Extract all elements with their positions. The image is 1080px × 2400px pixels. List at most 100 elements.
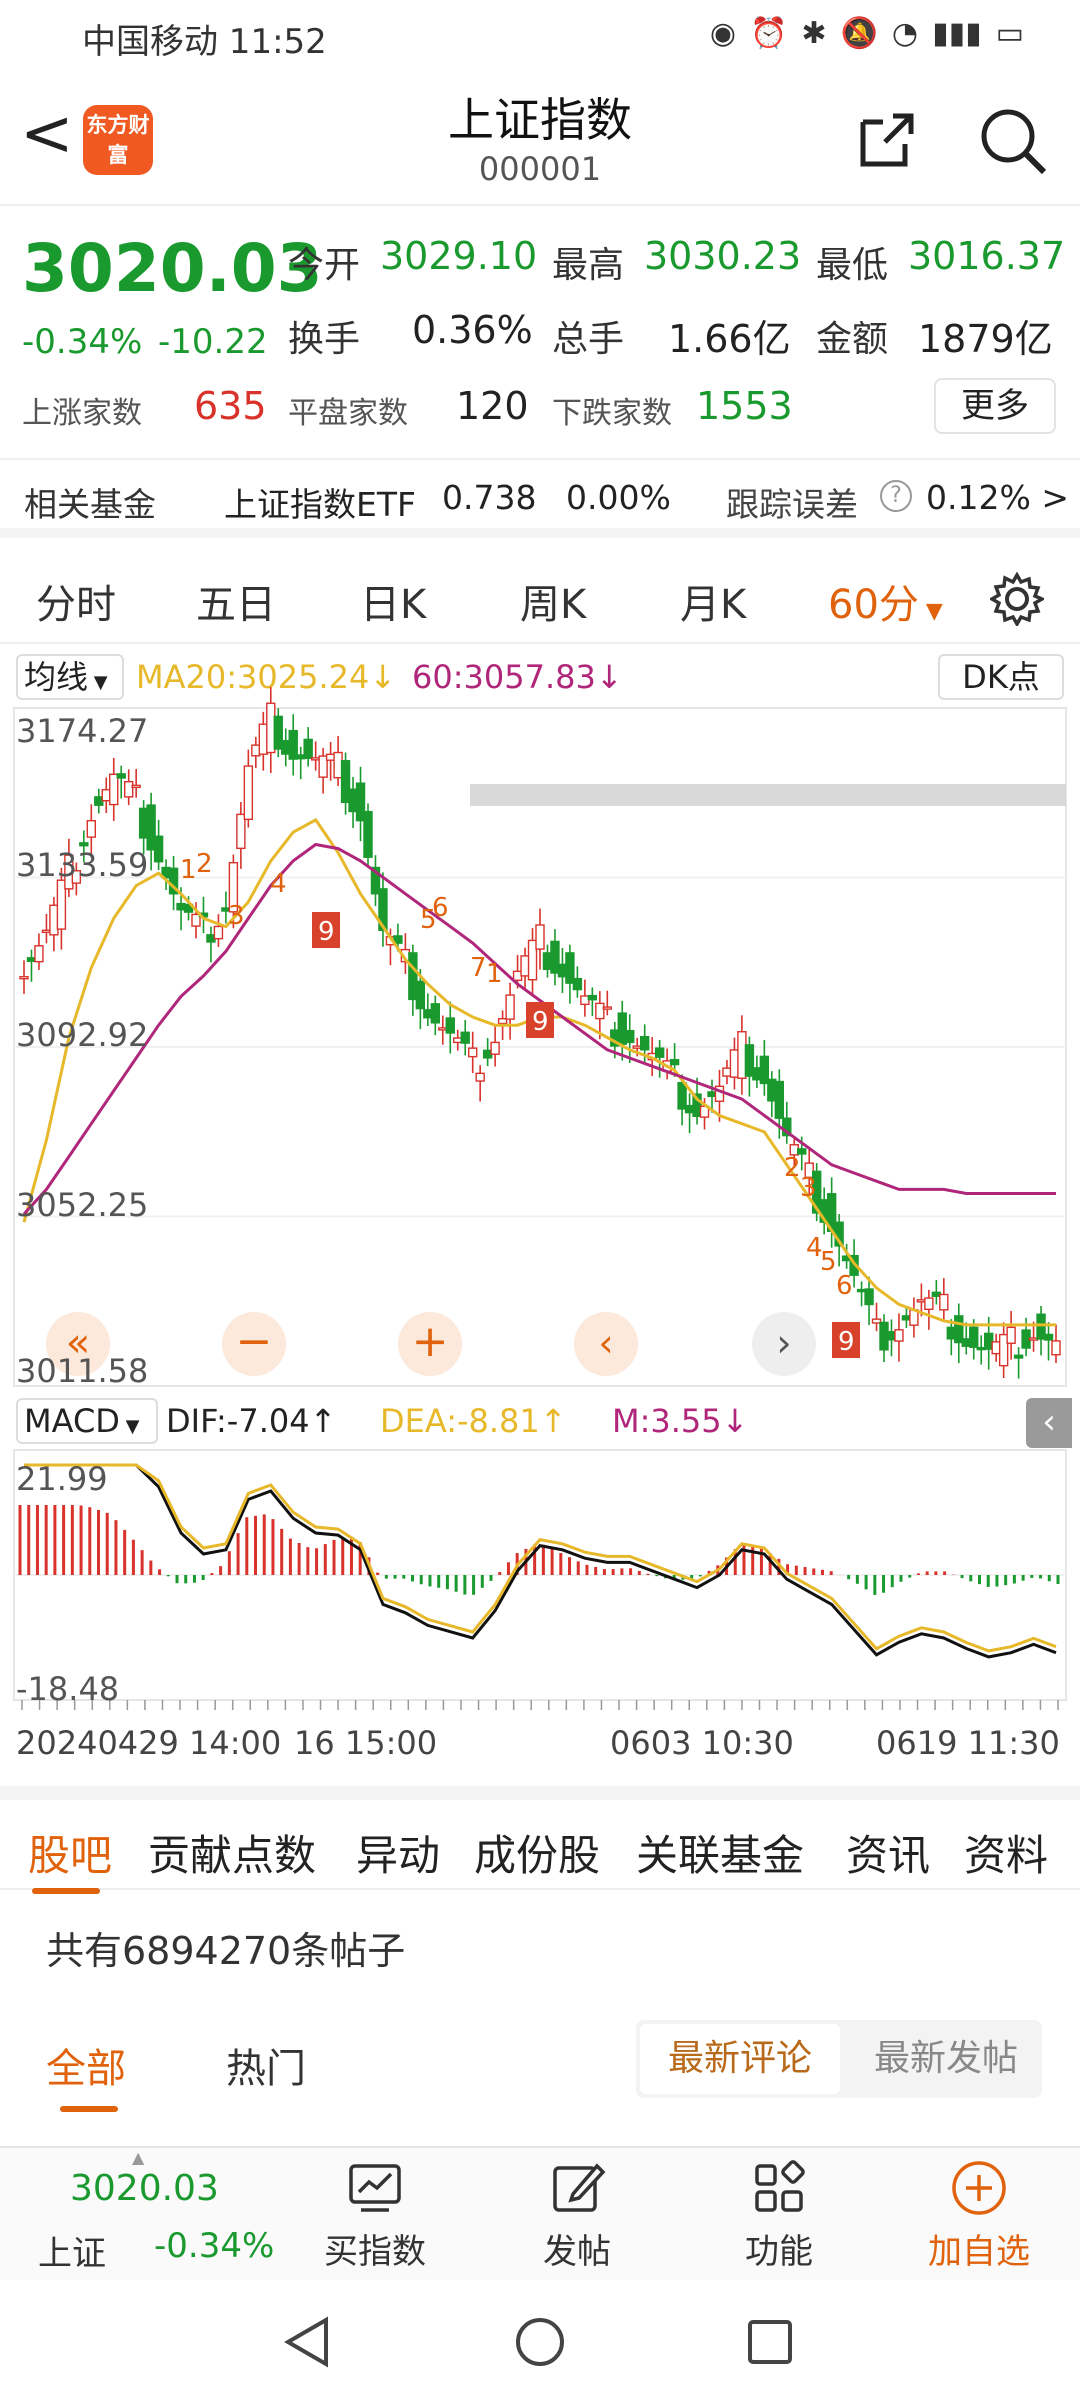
candle-down: [692, 1093, 702, 1118]
scroll-right-button[interactable]: ›: [752, 1312, 816, 1376]
down-count: 1553: [696, 384, 793, 428]
candle-down: [639, 1035, 650, 1051]
td-count-label: 3: [800, 1173, 817, 1203]
macd-axis-label: -18.48: [16, 1670, 120, 1708]
sort-latest-post[interactable]: 最新发帖: [873, 2038, 1018, 2079]
stock-code: 000001: [478, 150, 602, 188]
nav-home-icon[interactable]: [514, 2316, 566, 2368]
filter-all[interactable]: 全部: [46, 2046, 126, 2092]
tab-profile[interactable]: 资料: [964, 1831, 1049, 1880]
buy-index-button[interactable]: 买指数: [310, 2158, 440, 2273]
ma60-line: [22, 842, 1056, 1216]
tab-five-day[interactable]: 五日: [196, 582, 276, 628]
td-count-label: 5: [420, 905, 437, 935]
dea-line: [24, 1463, 1057, 1653]
candle-up: [939, 1293, 949, 1311]
fund-name: 上证指数ETF: [224, 485, 416, 524]
grid-icon: [755, 2160, 805, 2212]
change-amount: -10.22: [158, 322, 268, 362]
td-nine-label: 9: [318, 917, 335, 947]
post-button[interactable]: 发帖: [512, 2158, 642, 2273]
td-nine-label: 9: [838, 1327, 855, 1357]
scroll-left-button[interactable]: ‹: [574, 1312, 638, 1376]
tab-60min[interactable]: 60分 ▼: [828, 572, 943, 630]
candle-down: [1043, 1333, 1054, 1341]
volume-value: 1.66亿: [668, 317, 791, 361]
candle-down: [445, 1017, 455, 1034]
candle-down: [430, 1003, 441, 1024]
ma20-line: [22, 817, 1056, 1327]
period-tabs: 分时 五日 日K 周K 月K 60分 ▼: [0, 546, 1080, 644]
td-count-label: 5: [820, 1247, 837, 1277]
help-icon[interactable]: ?: [880, 480, 912, 512]
candle-down: [550, 940, 560, 974]
candle-up: [804, 1162, 814, 1179]
candle-down: [393, 935, 403, 944]
chart-trend-icon: [349, 2164, 401, 2212]
m-value: M:3.55↓: [612, 1402, 749, 1440]
tab-daily-k[interactable]: 日K: [360, 582, 427, 628]
tab-related-funds[interactable]: 关联基金: [636, 1831, 805, 1880]
tab-contribution[interactable]: 贡献点数: [148, 1831, 317, 1880]
sort-toggle: 最新评论 最新发帖: [636, 2020, 1042, 2098]
fast-back-button[interactable]: «: [46, 1312, 110, 1376]
share-icon[interactable]: [855, 108, 919, 172]
candle-up: [86, 819, 97, 838]
low-label: 最低: [816, 245, 889, 286]
nav-recents-icon[interactable]: [746, 2318, 794, 2366]
bluetooth-icon: ✱: [801, 16, 827, 51]
price-axis-label: 3133.59: [16, 846, 149, 884]
sort-latest-comment[interactable]: 最新评论: [640, 2024, 840, 2094]
candle-down: [797, 1148, 807, 1155]
add-watchlist-label: 加自选: [928, 2232, 1030, 2272]
filter-hot[interactable]: 热门: [226, 2046, 306, 2092]
macd-select[interactable]: MACD ▼: [16, 1398, 158, 1444]
related-fund-row[interactable]: 相关基金 上证指数ETF 0.738 0.00% 跟踪误差 ? 0.12% >: [0, 458, 1080, 538]
tab-constituents[interactable]: 成份股: [474, 1831, 601, 1880]
toolbar-change[interactable]: -0.34%: [154, 2226, 275, 2266]
tab-news[interactable]: 资讯: [846, 1831, 931, 1880]
tab-guba[interactable]: 股吧: [28, 1831, 113, 1880]
zoom-in-button[interactable]: +: [398, 1312, 462, 1376]
toolbar-price[interactable]: 3020.03: [70, 2168, 219, 2209]
candle-down: [744, 1044, 755, 1077]
search-icon[interactable]: [978, 106, 1048, 176]
functions-button[interactable]: 功能: [714, 2158, 844, 2273]
header: < 东方财富 上证指数 000001: [0, 72, 1080, 206]
caret-down-icon: ▼: [918, 599, 943, 624]
indicator-select[interactable]: 均线 ▼: [16, 654, 124, 700]
settings-icon[interactable]: [990, 572, 1044, 626]
candle-down: [811, 1170, 822, 1214]
tab-abnormal[interactable]: 异动: [356, 1831, 441, 1880]
candle-down: [774, 1080, 785, 1119]
td-nine-marker: [832, 1322, 860, 1358]
candle-down: [146, 804, 156, 851]
collapse-panel-icon[interactable]: ‹: [1026, 1398, 1072, 1448]
candle-up: [595, 1002, 605, 1020]
candle-down: [378, 888, 388, 932]
status-icons: ◉ ⏰ ✱ 🔕 ◔ ▮▮▮ ▭: [710, 16, 1024, 51]
more-button[interactable]: 更多: [934, 378, 1056, 434]
candle-down: [669, 1058, 680, 1066]
zoom-out-button[interactable]: −: [222, 1312, 286, 1376]
toolbar-name[interactable]: 上证: [38, 2234, 106, 2274]
signal-icon: ▮▮▮: [932, 16, 982, 51]
nav-back-icon[interactable]: [282, 2316, 332, 2368]
add-watchlist-button[interactable]: 加自选: [914, 2158, 1044, 2273]
candle-up: [871, 1318, 882, 1324]
tab-monthly-k[interactable]: 月K: [680, 582, 747, 628]
tab-weekly-k[interactable]: 周K: [520, 582, 587, 628]
dk-point-button[interactable]: DK点: [938, 654, 1064, 700]
candle-up: [467, 1047, 478, 1058]
back-icon[interactable]: <: [20, 97, 74, 171]
candle-up: [505, 994, 515, 1020]
news-tabs: 股吧 贡献点数 异动 成份股 关联基金 资讯 资料: [0, 1786, 1080, 1894]
plus-circle-icon: [952, 2161, 1006, 2215]
tab-intraday[interactable]: 分时: [36, 582, 116, 628]
current-price: 3020.03: [22, 230, 323, 307]
candle-up: [56, 879, 67, 930]
fund-price: 0.738: [442, 478, 537, 517]
td-nine-label: 9: [532, 1007, 549, 1037]
